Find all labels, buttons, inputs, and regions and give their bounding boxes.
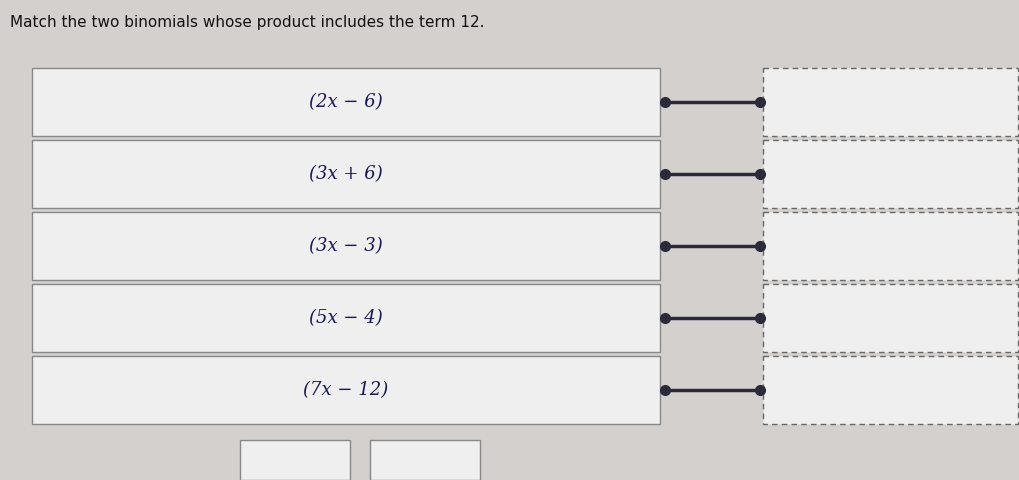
Text: (3x − 3): (3x − 3) — [309, 237, 382, 255]
Text: Match the two binomials whose product includes the term 12.: Match the two binomials whose product in… — [10, 14, 484, 29]
Bar — [762, 212, 1017, 280]
Bar — [762, 356, 1017, 424]
Text: (3x + 6): (3x + 6) — [309, 165, 382, 183]
Text: (2x − 6): (2x − 6) — [309, 93, 382, 111]
Text: (7x − 12): (7x − 12) — [303, 381, 388, 399]
Bar — [32, 284, 659, 352]
Bar — [762, 284, 1017, 352]
Bar — [32, 356, 659, 424]
Bar — [370, 440, 480, 480]
Bar — [762, 68, 1017, 136]
Bar — [32, 68, 659, 136]
Bar — [32, 140, 659, 208]
Bar — [762, 140, 1017, 208]
Bar — [239, 440, 350, 480]
Bar — [32, 212, 659, 280]
Text: (5x − 4): (5x − 4) — [309, 309, 382, 327]
